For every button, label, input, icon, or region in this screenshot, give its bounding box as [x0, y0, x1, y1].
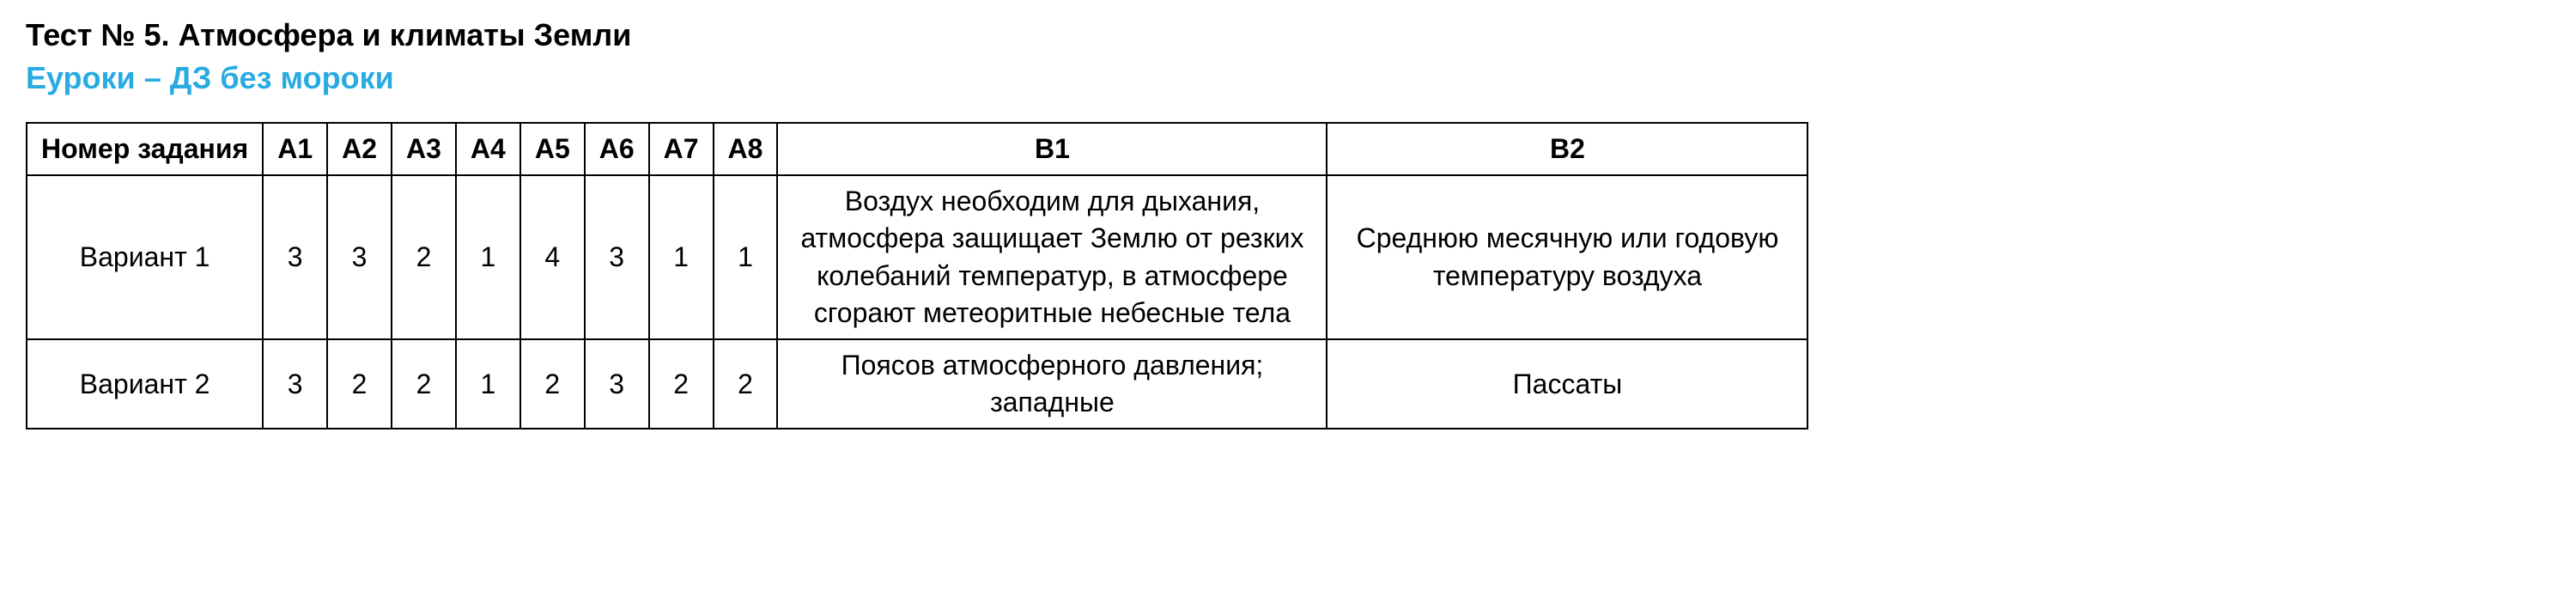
cell-a2: 2 — [327, 339, 392, 429]
table-row: Вариант 1 3 3 2 1 4 3 1 1 Воздух необход… — [27, 175, 1807, 339]
cell-b2: Пассаты — [1327, 339, 1807, 429]
col-header-a2: А2 — [327, 123, 392, 175]
cell-a6: 3 — [585, 339, 649, 429]
table-header-row: Номер задания А1 А2 А3 А4 А5 А6 А7 А8 В1… — [27, 123, 1807, 175]
cell-a3: 2 — [392, 339, 456, 429]
cell-a8: 2 — [714, 339, 778, 429]
col-header-a5: А5 — [520, 123, 585, 175]
col-header-task-number: Номер задания — [27, 123, 263, 175]
cell-b1: Поясов атмосферного давления; западные — [777, 339, 1327, 429]
cell-a7: 1 — [649, 175, 714, 339]
col-header-b2: В2 — [1327, 123, 1807, 175]
table-row: Вариант 2 3 2 2 1 2 3 2 2 Поясов атмосфе… — [27, 339, 1807, 429]
cell-a7: 2 — [649, 339, 714, 429]
row-label: Вариант 2 — [27, 339, 263, 429]
col-header-a7: А7 — [649, 123, 714, 175]
cell-b1: Воздух необходим для дыхания, атмосфера … — [777, 175, 1327, 339]
col-header-a4: А4 — [456, 123, 520, 175]
cell-a6: 3 — [585, 175, 649, 339]
col-header-a6: А6 — [585, 123, 649, 175]
page-subtitle: Еуроки – ДЗ без мороки — [26, 60, 2550, 96]
cell-a4: 1 — [456, 175, 520, 339]
cell-a5: 4 — [520, 175, 585, 339]
page-title: Тест № 5. Атмосфера и климаты Земли — [26, 17, 2550, 53]
col-header-a3: А3 — [392, 123, 456, 175]
cell-a1: 3 — [263, 339, 327, 429]
cell-a8: 1 — [714, 175, 778, 339]
cell-a2: 3 — [327, 175, 392, 339]
col-header-a8: А8 — [714, 123, 778, 175]
answers-table: Номер задания А1 А2 А3 А4 А5 А6 А7 А8 В1… — [26, 122, 1808, 429]
row-label: Вариант 1 — [27, 175, 263, 339]
cell-a1: 3 — [263, 175, 327, 339]
cell-a3: 2 — [392, 175, 456, 339]
cell-a5: 2 — [520, 339, 585, 429]
cell-b2: Среднюю месячную или годовую температуру… — [1327, 175, 1807, 339]
col-header-b1: В1 — [777, 123, 1327, 175]
cell-a4: 1 — [456, 339, 520, 429]
col-header-a1: А1 — [263, 123, 327, 175]
